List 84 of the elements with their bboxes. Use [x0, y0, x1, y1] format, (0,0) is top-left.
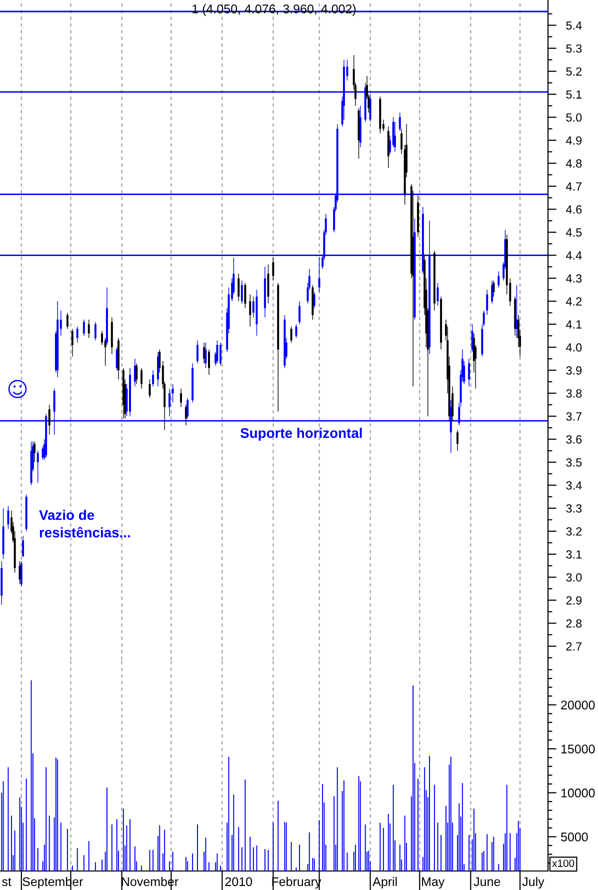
candlestick [88, 319, 90, 338]
y-tick-label: 2.9 [566, 596, 582, 605]
y-tick-label: 5000 [561, 832, 588, 842]
candlestick [204, 342, 207, 368]
candlestick [369, 94, 372, 122]
x-tick-label: June [474, 877, 500, 886]
y-tick-label: 4.0 [566, 343, 582, 352]
candlestick [34, 441, 36, 463]
x-tick-label: April [372, 876, 397, 889]
candlestick [82, 319, 85, 336]
candlestick [196, 340, 198, 364]
candlestick [168, 388, 170, 417]
y-tick-label: 2.8 [566, 619, 582, 628]
candlestick [152, 370, 154, 387]
candlestick [172, 384, 174, 403]
x-tick-label: May [422, 877, 445, 889]
candlestick [240, 280, 243, 304]
candlestick [486, 289, 488, 316]
candlestick [22, 535, 24, 557]
y-tick-label: 3.4 [566, 481, 582, 490]
candlestick [94, 322, 96, 341]
candlestick [492, 280, 495, 298]
y-tick-label: 3.5 [566, 458, 582, 467]
y-tick-label: 4.8 [566, 159, 582, 168]
candlestick [180, 388, 182, 408]
y-tick-label: 5.0 [566, 113, 582, 122]
y-tick-label: 15000 [561, 744, 595, 754]
y-tick-label: 3.6 [566, 435, 582, 444]
y-tick-label: 10000 [561, 788, 595, 798]
candlestick [208, 349, 210, 376]
candlestick [468, 358, 470, 387]
y-tick-label: 4.1 [566, 320, 582, 329]
candlestick [238, 273, 240, 302]
candlestick [398, 112, 401, 132]
candlestick [456, 430, 458, 452]
candlestick [140, 368, 143, 389]
y-tick-label: 4.9 [566, 136, 582, 145]
candlestick [66, 312, 68, 330]
y-tick-label: 3.1 [566, 550, 582, 559]
candlestick [220, 342, 222, 366]
y-tick-label: 3.8 [566, 389, 582, 398]
y-tick-label: 3.3 [566, 504, 582, 513]
candlestick [101, 330, 104, 346]
y-tick-label: 4.7 [566, 182, 582, 191]
candlestick [76, 326, 78, 343]
candlestick [295, 324, 298, 338]
y-tick-label: 3.7 [566, 412, 582, 421]
candlestick [20, 560, 22, 587]
y-tick-label: 4.2 [566, 297, 582, 306]
candlestick [392, 116, 394, 148]
candlestick [298, 300, 300, 325]
x-tick-label: st [2, 878, 12, 886]
candlestick [48, 404, 50, 435]
y-tick-label: 3.9 [566, 366, 582, 375]
y-tick-label: 5.4 [566, 21, 582, 30]
candlestick [482, 310, 485, 327]
y-tick-label: 4.6 [566, 205, 582, 214]
candlestick [249, 294, 252, 327]
candlestick [498, 271, 500, 288]
candlestick [71, 328, 74, 357]
y-tick-label: 20000 [561, 700, 595, 710]
candlestick [36, 450, 39, 484]
candlestick [136, 362, 138, 384]
y-tick-label: 3.2 [566, 527, 582, 536]
y-axis-title: x100 [552, 860, 574, 867]
annotation: Vazio de resistências... [39, 510, 130, 538]
y-tick-label: 5.1 [566, 90, 582, 99]
y-tick-label: 4.5 [566, 228, 582, 237]
y-tick-label: 2.7 [566, 642, 582, 650]
candlestick [400, 128, 403, 154]
candlestick [272, 257, 274, 281]
y-tick-label: 5.3 [566, 44, 582, 53]
candlestick [313, 292, 316, 309]
y-tick-label: 4.3 [566, 274, 582, 283]
y-tick-label: 4.4 [566, 251, 582, 260]
y-tick-label: 5.2 [566, 67, 582, 76]
candlestick [244, 282, 246, 309]
candlestick [7, 506, 10, 530]
x-tick-label: July [522, 876, 544, 889]
y-tick-label: 3.0 [566, 573, 582, 582]
candlestick [290, 326, 292, 343]
candlestick [216, 340, 218, 364]
ref-line-label: Suporte horizontal [240, 428, 362, 441]
x-tick-label: 2010 [225, 877, 252, 886]
